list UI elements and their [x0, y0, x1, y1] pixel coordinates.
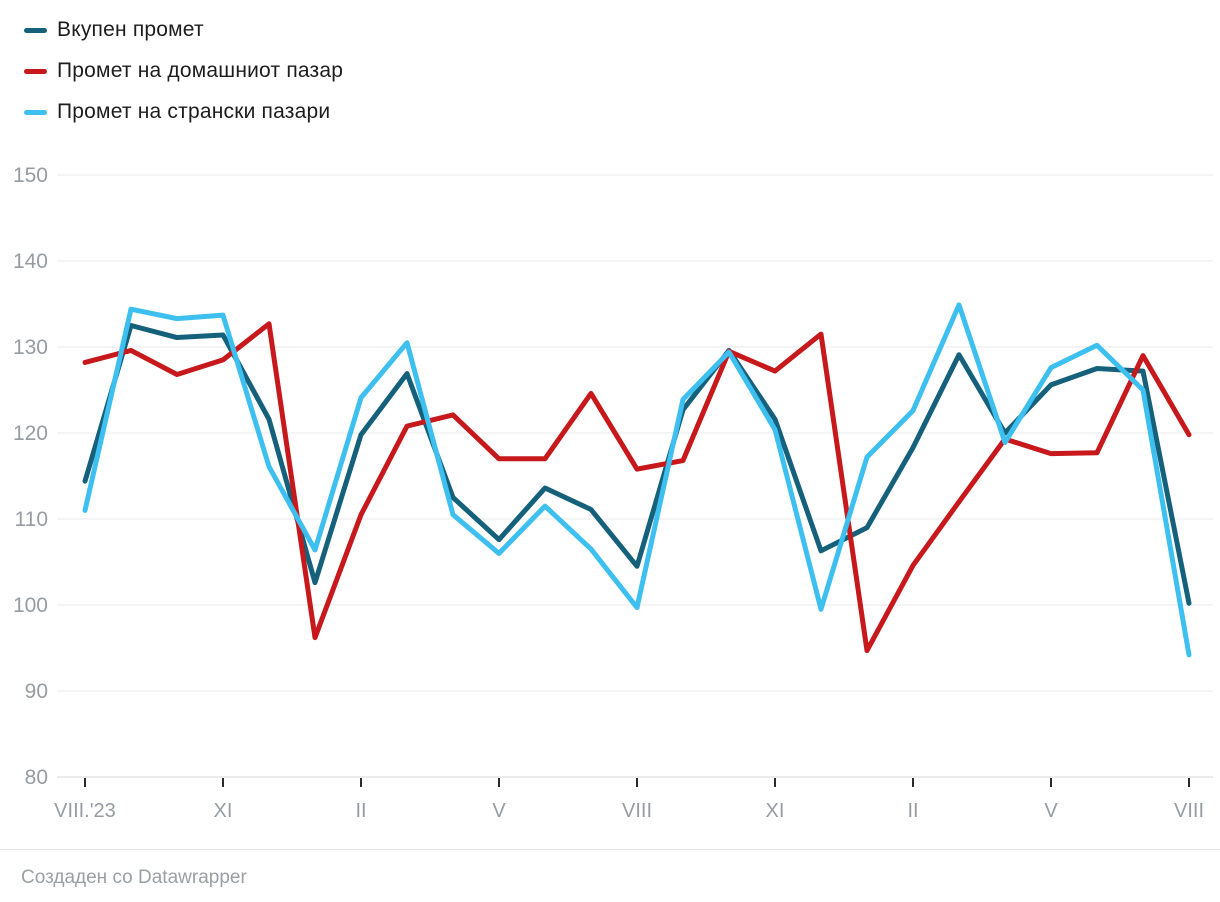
- x-axis-label-VIII: VIII: [622, 800, 652, 822]
- x-axis-label-II: II: [907, 800, 918, 822]
- y-axis-label-130: 130: [13, 336, 48, 359]
- legend-swatch-foreign-markets: [24, 109, 47, 115]
- legend-label-foreign-markets: Промет на странски пазари: [57, 100, 331, 123]
- y-axis-label-140: 140: [13, 250, 48, 273]
- y-axis-label-120: 120: [13, 422, 48, 445]
- legend-label-total-turnover: Вкупен промет: [57, 18, 204, 41]
- x-axis-label-V: V: [492, 800, 506, 822]
- legend-item-foreign-markets: Промет на странски пазари: [24, 98, 343, 126]
- series-line-2: [82, 302, 1192, 658]
- x-axis-label-XI: XI: [214, 800, 233, 822]
- footer-attribution-text: Создаден со Datawrapper: [21, 867, 247, 888]
- y-axis-label-150: 150: [13, 164, 48, 187]
- x-axis-label-VIII.'23: VIII.'23: [54, 800, 116, 822]
- legend-label-domestic-market: Промет на домашниот пазар: [57, 59, 344, 82]
- y-axis-label-80: 80: [25, 766, 48, 789]
- x-axis-label-V: V: [1044, 800, 1058, 822]
- legend-swatch-total-turnover: [24, 27, 47, 33]
- y-axis-label-100: 100: [13, 594, 48, 617]
- legend-swatch-domestic-market: [24, 68, 47, 74]
- y-axis-label-90: 90: [25, 680, 48, 703]
- x-axis-label-XI: XI: [766, 800, 785, 822]
- x-axis-label-II: II: [355, 800, 366, 822]
- legend-item-total-turnover: Вкупен промет: [24, 16, 343, 44]
- footer: Создаден со Datawrapper: [0, 849, 1220, 889]
- legend: Вкупен промет Промет на домашниот пазар …: [24, 16, 343, 139]
- x-axis-label-VIII: VIII: [1174, 800, 1204, 822]
- y-axis-label-110: 110: [15, 508, 48, 531]
- series-line-0: [82, 323, 1192, 606]
- legend-item-domestic-market: Промет на домашниот пазар: [24, 57, 343, 85]
